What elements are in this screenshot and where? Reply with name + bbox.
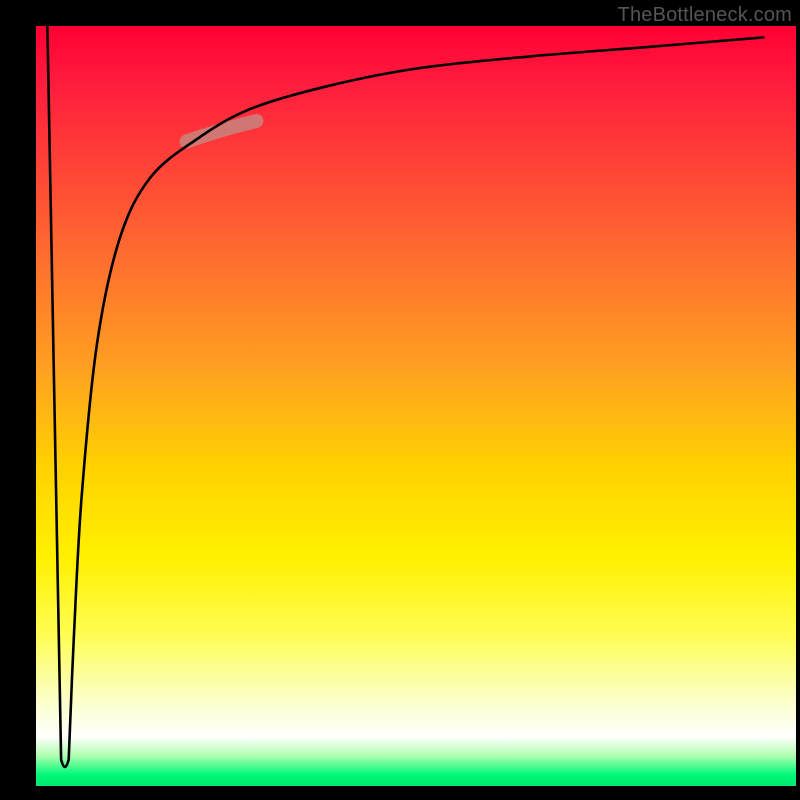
- bottleneck-chart: [0, 0, 800, 800]
- watermark: TheBottleneck.com: [618, 4, 792, 27]
- plot-background: [36, 26, 796, 786]
- chart-container: { "watermark": "TheBottleneck.com", "wat…: [0, 0, 800, 800]
